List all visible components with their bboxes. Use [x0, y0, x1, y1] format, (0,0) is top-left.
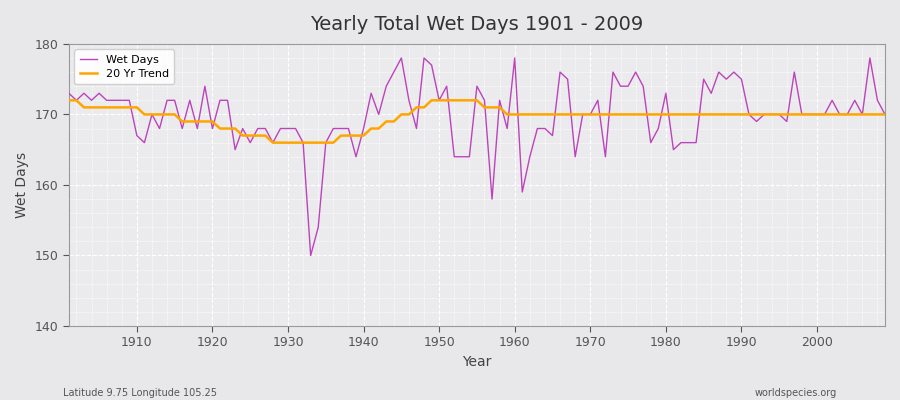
Wet Days	[124, 98, 135, 103]
Wet Days	[290, 126, 301, 131]
20 Yr Trend	[509, 112, 520, 117]
Wet Days	[396, 56, 407, 60]
Wet Days	[517, 190, 527, 194]
Text: worldspecies.org: worldspecies.org	[755, 388, 837, 398]
20 Yr Trend	[298, 140, 309, 145]
Line: Wet Days: Wet Days	[68, 58, 885, 256]
20 Yr Trend	[267, 140, 278, 145]
Text: Latitude 9.75 Longitude 105.25: Latitude 9.75 Longitude 105.25	[63, 388, 217, 398]
Wet Days	[525, 154, 535, 159]
20 Yr Trend	[343, 133, 354, 138]
Y-axis label: Wet Days: Wet Days	[15, 152, 29, 218]
20 Yr Trend	[879, 112, 890, 117]
Wet Days	[343, 126, 354, 131]
Legend: Wet Days, 20 Yr Trend: Wet Days, 20 Yr Trend	[75, 50, 175, 84]
20 Yr Trend	[608, 112, 618, 117]
Wet Days	[879, 112, 890, 117]
20 Yr Trend	[124, 105, 135, 110]
20 Yr Trend	[517, 112, 527, 117]
Wet Days	[63, 91, 74, 96]
Line: 20 Yr Trend: 20 Yr Trend	[68, 100, 885, 143]
20 Yr Trend	[63, 98, 74, 103]
Title: Yearly Total Wet Days 1901 - 2009: Yearly Total Wet Days 1901 - 2009	[310, 15, 644, 34]
X-axis label: Year: Year	[463, 355, 491, 369]
Wet Days	[305, 253, 316, 258]
Wet Days	[615, 84, 626, 89]
